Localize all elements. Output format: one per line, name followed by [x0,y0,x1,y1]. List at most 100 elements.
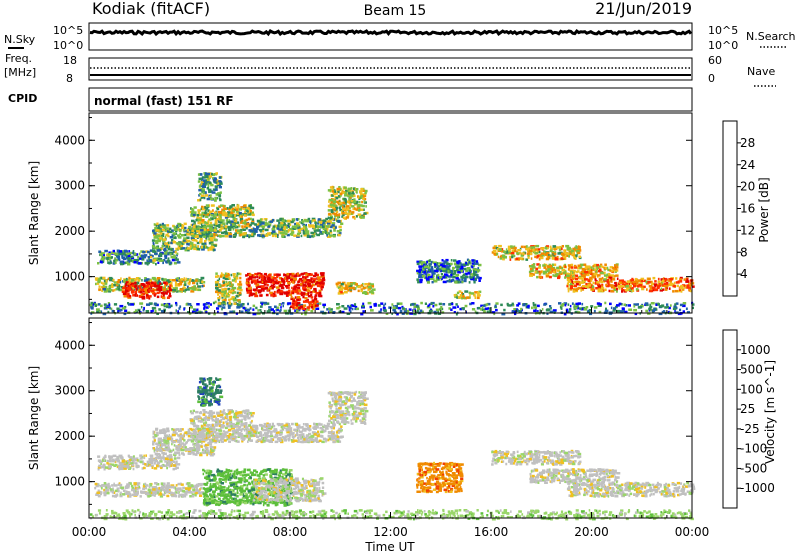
echo-cell [239,214,244,217]
echo-cell [259,309,262,312]
echo-cell [598,310,602,314]
echo-cell [301,219,303,222]
echo-cell [238,300,241,304]
echo-cell [416,513,419,516]
echo-cell [118,255,121,258]
echo-cell [277,512,279,516]
echo-cell [600,288,603,292]
echo-cell [471,265,474,269]
echo-cell [301,280,304,284]
echo-cell [445,266,450,269]
echo-cell [360,289,363,293]
echo-cell [188,279,192,282]
echo-cell [227,274,230,277]
echo-cell [295,305,300,309]
echo-cell [429,277,434,280]
echo-cell [202,303,206,306]
echo-cell [285,294,288,297]
echo-cell [676,511,679,515]
echo-cell [431,512,436,515]
echo-cell [199,192,202,196]
echo-cell [351,211,355,214]
echo-cell [602,265,604,269]
echo-cell [130,259,133,262]
echo-cell [239,230,243,234]
echo-cell [357,209,361,212]
echo-cell [609,284,614,287]
echo-cell [161,309,164,313]
echo-cell [245,227,248,230]
echo-cell [205,235,209,238]
echo-cell [98,310,101,314]
echo-cell [110,278,115,282]
station-title: Kodiak (fitACF) [92,0,210,18]
echo-cell [323,219,327,222]
echo-cell [443,270,446,273]
echo-cell [614,264,617,267]
echo-cell [608,289,611,293]
echo-cell [112,249,115,253]
echo-cell [511,254,514,257]
echo-cell [614,267,618,271]
echo-cell [322,223,326,226]
echo-cell [231,296,235,299]
echo-cell [567,289,570,293]
echo-cell [672,515,677,518]
echo-cell [235,224,237,228]
echo-cell [416,310,419,314]
echo-cell [529,272,534,276]
echo-cell [536,255,540,258]
echo-cell [441,265,445,268]
echo-cell [178,277,180,280]
echo-cell [360,194,364,198]
echo-cell [112,251,115,255]
echo-cell [457,305,459,308]
echo-cell [178,224,182,227]
echo-cell [97,262,100,265]
echo-cell [232,273,236,276]
echo-cell [180,278,184,281]
echo-cell [575,512,580,515]
echo-cell [573,264,577,268]
echo-cell [215,286,219,290]
echo-cell [684,284,687,288]
echo-cell [331,194,334,197]
echo-cell [577,280,581,284]
echo-cell [190,211,195,214]
nsky-panel [88,22,693,51]
echo-cell [227,282,230,286]
echo-cell [98,250,102,253]
echo-cell [347,200,350,204]
echo-cell [613,307,616,310]
echo-cell [325,217,329,221]
echo-cell [285,279,289,282]
echo-cell [633,303,638,306]
echo-cell [652,276,656,280]
echo-cell [498,244,502,248]
echo-cell [224,295,227,298]
echo-cell [311,283,315,287]
echo-cell [119,250,122,253]
echo-cell [322,303,326,307]
echo-cell [457,296,462,299]
echo-cell [163,248,167,252]
echo-cell [536,250,540,253]
echo-cell [310,511,313,514]
echo-cell [305,219,310,223]
echo-cell [331,206,336,209]
echo-cell [123,295,127,298]
echo-cell [508,304,512,307]
echo-cell [302,295,305,299]
echo-cell [636,285,640,288]
echo-cell [280,306,282,309]
echo-cell [486,310,489,313]
echo-cell [278,228,283,231]
echo-cell [404,308,406,311]
echo-cell [278,303,281,306]
echo-cell [217,224,220,228]
echo-cell [219,289,221,292]
echo-cell [314,304,319,307]
echo-cell [335,282,339,286]
echo-cell [453,259,457,262]
echo-cell [205,208,207,211]
